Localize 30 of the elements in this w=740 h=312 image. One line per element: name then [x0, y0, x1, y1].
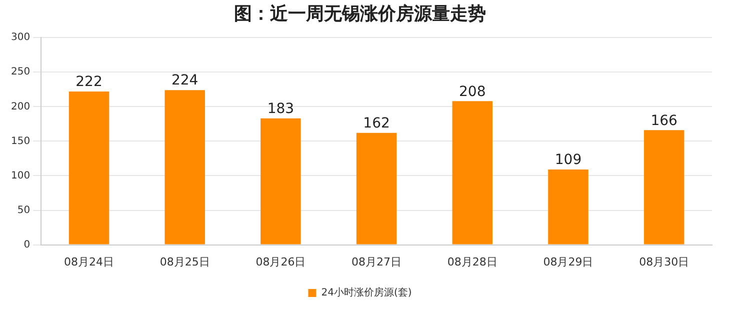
bar [644, 130, 684, 244]
data-label: 109 [554, 152, 582, 168]
data-label: 166 [650, 112, 678, 129]
legend-label: 24小时涨价房源(套) [321, 286, 412, 299]
bar [164, 90, 205, 244]
x-tick-label: 08月24日 [64, 255, 114, 268]
x-tick-label: 08月27日 [352, 255, 402, 268]
bar [68, 91, 110, 244]
bar [548, 170, 588, 244]
chart-title: 图：近一周无锡涨价房源量走势 [234, 3, 486, 24]
y-tick-label: 50 [17, 204, 30, 216]
y-tick-label: 200 [10, 101, 30, 112]
data-label: 183 [267, 101, 294, 118]
y-tick-label: 0 [24, 239, 30, 250]
data-label: 162 [363, 116, 390, 132]
y-tick-label: 300 [10, 32, 30, 44]
data-label: 224 [171, 72, 198, 89]
y-tick-label: 150 [10, 136, 30, 147]
x-tick-label: 08月26日 [256, 255, 306, 268]
bar [260, 118, 301, 244]
data-label: 222 [76, 74, 102, 90]
data-label: 208 [459, 84, 486, 100]
x-tick-label: 08月29日 [543, 255, 594, 268]
x-tick-label: 08月25日 [160, 255, 210, 268]
y-tick-label: 100 [10, 170, 30, 182]
y-tick-label: 250 [10, 66, 30, 78]
x-tick-label: 08月30日 [639, 255, 690, 268]
x-tick-label: 08月28日 [447, 255, 498, 268]
bar [356, 132, 397, 244]
bar [452, 101, 493, 244]
